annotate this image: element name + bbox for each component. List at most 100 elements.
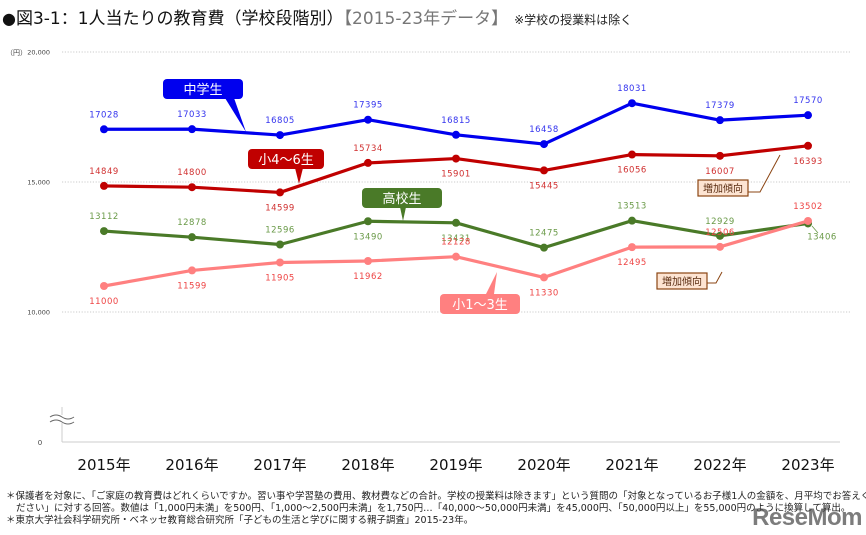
- data-point: [100, 282, 108, 290]
- axis-break-icon: [49, 414, 75, 420]
- data-label: 15901: [441, 170, 471, 180]
- data-point: [188, 125, 196, 134]
- title-bullet: ●: [2, 9, 16, 28]
- watermark-logo: ReseMom: [752, 504, 862, 531]
- data-label: 11905: [265, 273, 295, 283]
- callout-elementary-upper-label: 小4～6生: [258, 153, 314, 168]
- y-tick-label: 15,000: [27, 179, 50, 187]
- data-label: 16458: [529, 125, 559, 135]
- data-point: [100, 227, 108, 236]
- trend-box-lower-leader: [707, 271, 723, 284]
- data-point: [452, 130, 460, 139]
- data-label: 17395: [353, 101, 383, 111]
- data-label: 15445: [529, 181, 559, 191]
- data-point: [276, 131, 284, 140]
- data-point: [628, 216, 636, 225]
- x-tick-label: 2018年: [341, 456, 394, 474]
- data-point: [804, 141, 812, 150]
- axis-break-mask: [50, 415, 74, 423]
- callout-elementary-upper-pointer: [295, 168, 303, 184]
- line-chart: 20,000 15,000 10,000 0 2015年 2016年 2017年 2018年 2…: [27, 49, 850, 474]
- data-label: 12475: [529, 229, 559, 239]
- data-label: 11962: [353, 272, 383, 282]
- data-label: 12128: [441, 238, 471, 248]
- data-point: [804, 111, 812, 120]
- data-label: 13513: [617, 202, 647, 212]
- data-point: [100, 181, 108, 190]
- callout-elementary-lower-pointer: [486, 272, 497, 294]
- data-label: 11330: [529, 288, 559, 298]
- data-label: 13406: [807, 232, 837, 242]
- x-tick-label: 2022年: [693, 456, 746, 474]
- y-tick-label: 20,000: [27, 49, 50, 57]
- footnote-2: ＊東京大学社会科学研究所・ベネッセ教育総合研究所「子どもの生活と学びに関する親子…: [6, 515, 474, 526]
- x-tick-label: 2016年: [165, 456, 218, 474]
- title-note: ※学校の授業料は除く: [514, 13, 633, 27]
- footnotes: ＊保護者を対象に、「ご家庭の教育費はどれくらいですか。習い事や学習塾の費用、教材…: [6, 491, 866, 527]
- data-point: [452, 252, 460, 261]
- data-label: 13490: [353, 232, 383, 242]
- trend-box-upper: [697, 179, 749, 197]
- data-label: 17379: [705, 101, 735, 111]
- data-label: 16056: [617, 166, 647, 176]
- trend-box-upper-label: 増加傾向: [703, 182, 743, 195]
- data-label: 13112: [89, 212, 119, 222]
- data-label: 14849: [89, 167, 119, 177]
- data-point: [716, 242, 724, 251]
- data-point: [364, 217, 372, 226]
- callout-high-school-pointer: [400, 207, 406, 221]
- data-point: [540, 140, 548, 149]
- title-main: 図3-1：1人当たりの教育費（学校段階別）: [15, 9, 344, 29]
- data-point: [716, 116, 724, 125]
- x-tick-label: 2020年: [517, 456, 570, 474]
- title-range: 【2015-23年データ】: [343, 9, 509, 29]
- data-label: 16805: [265, 116, 295, 126]
- data-label: 16393: [793, 157, 823, 167]
- callout-elementary-lower-label: 小1～3生: [452, 298, 508, 313]
- data-label: 13502: [793, 202, 823, 212]
- data-label: 14800: [177, 168, 207, 178]
- data-point: [364, 158, 372, 167]
- data-label: 12506: [705, 228, 735, 238]
- data-label: 12929: [705, 217, 735, 227]
- data-label: 11000: [89, 297, 119, 307]
- callout-middle-school: [163, 79, 243, 99]
- data-point: [100, 125, 108, 134]
- data-label: 18031: [617, 84, 647, 94]
- callout-middle-school-pointer: [225, 98, 246, 132]
- y-tick-label: 0: [38, 439, 42, 447]
- data-point: [452, 154, 460, 163]
- y-tick-label: 10,000: [27, 309, 50, 317]
- callout-elementary-upper: [248, 149, 324, 169]
- data-label: 12878: [177, 218, 207, 228]
- leader-line: [811, 225, 819, 234]
- data-label: 17033: [177, 110, 207, 120]
- data-point: [276, 258, 284, 267]
- y-axis-unit-label: （円）: [6, 49, 27, 57]
- data-point: [540, 273, 548, 282]
- callout-high-school-label: 高校生: [382, 191, 421, 207]
- data-label: 17028: [89, 110, 119, 120]
- chart-title: ●図3-1：1人当たりの教育費（学校段階別）【2015-23年データ】 ※学校の授…: [2, 4, 632, 29]
- data-point: [452, 218, 460, 227]
- trend-box-upper-leader: [748, 154, 781, 193]
- data-point: [540, 166, 548, 175]
- data-label: 15734: [353, 144, 383, 154]
- data-label: 11599: [177, 281, 207, 291]
- data-label: 16007: [705, 167, 735, 177]
- data-point: [276, 188, 284, 197]
- data-point: [804, 216, 812, 225]
- callout-elementary-lower: [440, 294, 520, 314]
- data-point: [188, 233, 196, 242]
- trend-box-lower-label: 増加傾向: [662, 275, 702, 288]
- trend-box-lower: [656, 272, 708, 290]
- callout-high-school: [362, 188, 442, 208]
- x-tick-label: 2015年: [77, 456, 130, 474]
- data-point: [188, 183, 196, 192]
- data-point: [716, 231, 724, 240]
- axis-break-icon: [49, 419, 75, 425]
- x-tick-label: 2019年: [429, 456, 482, 474]
- data-label: 17570: [793, 96, 823, 106]
- data-point: [628, 150, 636, 159]
- data-point: [364, 115, 372, 124]
